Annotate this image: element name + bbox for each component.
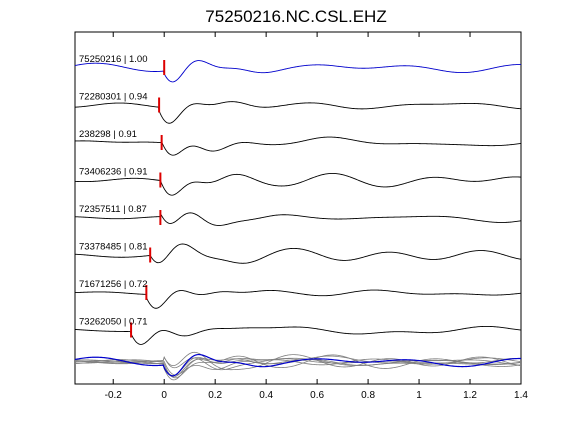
trace-label: 72357511 | 0.87 bbox=[79, 204, 147, 215]
x-axis-ticks: -0.2 0 0.2 0.4 0.6 0.8 1 1.2 1.4 bbox=[105, 32, 528, 401]
trace-line bbox=[74, 173, 522, 196]
trace-label: 73378485 | 0.81 bbox=[79, 242, 148, 253]
overlay-trace-line bbox=[74, 351, 522, 371]
trace-label: 73262050 | 0.71 bbox=[79, 317, 148, 328]
axes-box bbox=[74, 31, 522, 385]
trace-label: 238298 | 0.91 bbox=[79, 129, 137, 140]
plot-area: 75250216 | 1.00 72280301 | 0.94 238298 | 0… bbox=[74, 31, 528, 401]
trace-line bbox=[74, 101, 522, 124]
x-tick-label: 0.2 bbox=[208, 390, 222, 401]
chart-title: 75250216.NC.CSL.EHZ bbox=[205, 7, 386, 26]
x-tick-label: -0.2 bbox=[105, 390, 123, 401]
overlay-trace-line bbox=[74, 354, 522, 379]
trace-label: 73406236 | 0.91 bbox=[79, 167, 148, 178]
overlay-reference-line bbox=[74, 353, 522, 377]
trace-line bbox=[74, 136, 522, 156]
trace-line bbox=[74, 212, 522, 226]
stack-overlay bbox=[74, 351, 522, 381]
overlay-trace-line bbox=[74, 357, 522, 378]
trace-line bbox=[74, 289, 522, 309]
x-tick-label: 1.2 bbox=[463, 390, 477, 401]
x-tick-label: 0.8 bbox=[361, 390, 375, 401]
trace-label: 71671256 | 0.72 bbox=[79, 279, 148, 290]
trace-line bbox=[74, 325, 522, 345]
overlay-trace-line bbox=[74, 355, 522, 376]
x-tick-label: 1.4 bbox=[514, 390, 528, 401]
x-tick-label: 1 bbox=[416, 390, 422, 401]
x-tick-label: 0 bbox=[161, 390, 167, 401]
traces-layer: 75250216 | 1.00 72280301 | 0.94 238298 | 0… bbox=[74, 54, 522, 345]
trace-line bbox=[74, 60, 522, 83]
x-tick-label: 0.4 bbox=[259, 390, 273, 401]
trace-label: 72280301 | 0.94 bbox=[79, 92, 148, 103]
trace-label: 75250216 | 1.00 bbox=[79, 54, 148, 65]
overlay-trace-line bbox=[74, 356, 522, 371]
x-tick-label: 0.6 bbox=[310, 390, 324, 401]
